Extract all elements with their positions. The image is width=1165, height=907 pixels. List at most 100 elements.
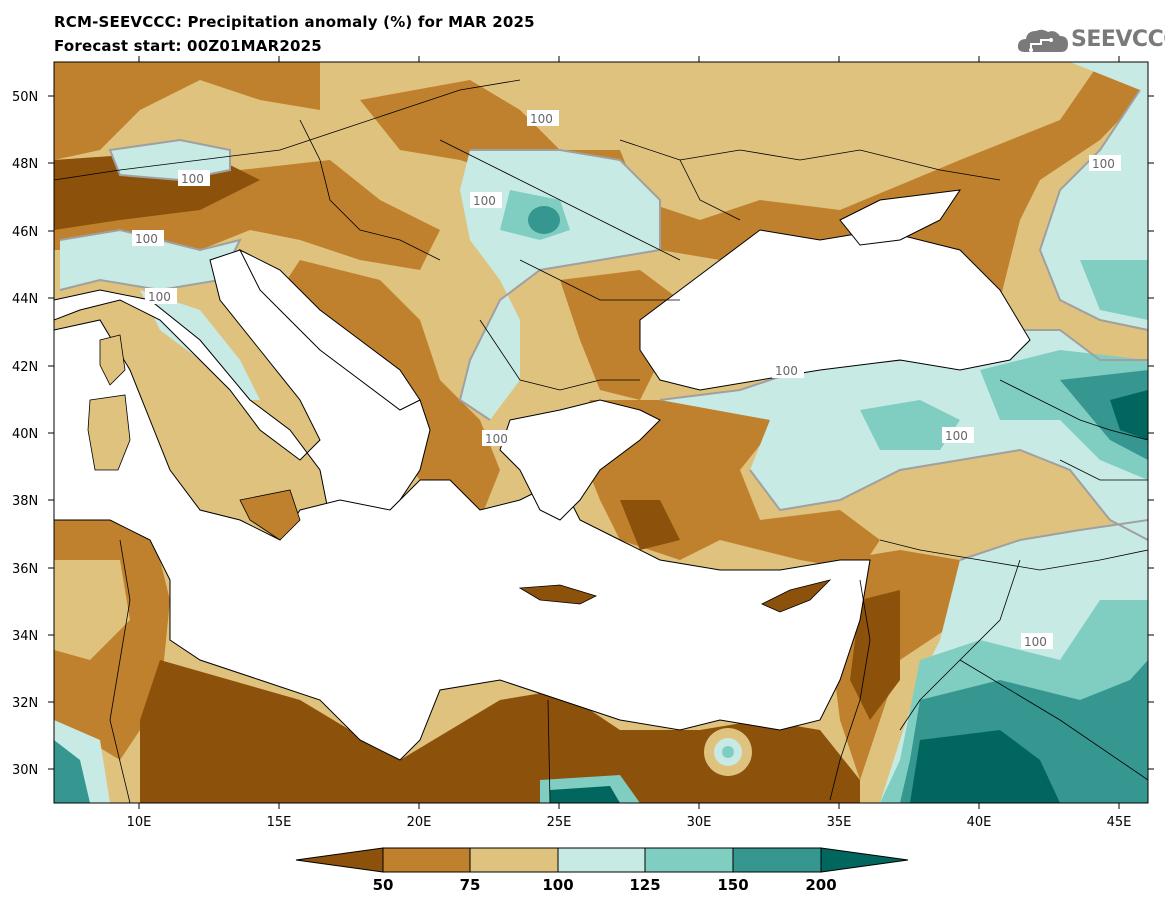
corsica-island <box>99 334 126 386</box>
svg-text:100: 100 <box>485 432 508 446</box>
lat-label-40n: 40N <box>12 427 38 442</box>
cyprus-island <box>761 579 832 613</box>
lat-label-38n: 38N <box>12 494 38 509</box>
contour-label-2: 100 <box>178 170 210 186</box>
border-5 <box>479 319 640 391</box>
contour-label-7: 100 <box>772 362 804 378</box>
longitude-ticks <box>138 56 1120 809</box>
contour-label-6: 100 <box>1089 155 1121 171</box>
country-borders <box>54 79 1148 803</box>
latitude-ticks <box>48 95 1154 770</box>
border-4 <box>519 259 680 301</box>
contour-label-4: 100 <box>132 230 164 246</box>
sea-areas <box>54 189 1031 761</box>
lon-label-20e: 20E <box>407 815 432 830</box>
colorbar-bin-4 <box>644 847 734 873</box>
field-wet-anatolia <box>860 400 960 450</box>
border-8 <box>879 539 1148 571</box>
contour-carpathians <box>458 149 661 421</box>
border-10 <box>829 579 871 801</box>
seevccc-logo: SEEVCCC <box>1017 24 1165 56</box>
border-7 <box>679 159 741 221</box>
sicily-island <box>239 489 301 541</box>
sardinia-island <box>87 394 131 471</box>
lon-label-40e: 40E <box>967 815 992 830</box>
lat-label-30n: 30N <box>12 763 38 778</box>
colorbar-bin-2 <box>469 847 559 873</box>
svg-text:100: 100 <box>181 172 204 186</box>
lat-label-42n: 42N <box>12 360 38 375</box>
sea-of-azov <box>839 189 962 246</box>
field-dry-bulgaria <box>560 270 680 400</box>
lat-label-32n: 32N <box>12 696 38 711</box>
field-very-wet-libya-west <box>54 740 90 803</box>
border-2 <box>299 119 441 261</box>
field-very-dry-levant <box>850 590 900 720</box>
colorbar-label-100: 100 <box>542 876 573 894</box>
colorbar-label-200: 200 <box>805 876 836 894</box>
contour-label-9: 100 <box>1021 633 1053 649</box>
colorbar-label-50: 50 <box>373 876 394 894</box>
lon-label-25e: 25E <box>547 815 572 830</box>
contour-alps <box>108 138 231 182</box>
svg-text:100: 100 <box>473 194 496 208</box>
islands <box>87 334 832 613</box>
field-slightly-dry-tunisia <box>54 560 130 660</box>
field-very-wet-transylvania <box>528 206 560 234</box>
contour-label-8: 100 <box>942 427 974 443</box>
contour-anatolia-south <box>749 448 1148 541</box>
contour-mesopotamia <box>959 519 1148 561</box>
field-very-dry-anatolia <box>620 500 680 550</box>
contour-label-10: 100 <box>482 430 514 446</box>
lon-label-10e: 10E <box>127 815 152 830</box>
field-wet-nile <box>722 746 734 758</box>
field-very-wet-caucasus <box>1060 370 1148 460</box>
colorbar-arrow-low <box>295 847 384 873</box>
border-14 <box>999 379 1148 441</box>
lat-label-48n: 48N <box>12 157 38 172</box>
latitude-axis: 50N 48N 46N 44N 42N 40N 38N 36N 34N 32N … <box>12 90 1154 778</box>
black-sea <box>639 229 1031 391</box>
colorbar-bin-3 <box>557 847 646 873</box>
svg-text:100: 100 <box>775 364 798 378</box>
lat-label-50n: 50N <box>12 90 38 105</box>
colorbar-label-150: 150 <box>717 876 748 894</box>
forecast-start-subtitle: Forecast start: 00Z01MAR2025 <box>54 37 322 55</box>
contour-label-3: 100 <box>470 192 502 208</box>
svg-text:100: 100 <box>1092 157 1115 171</box>
border-13 <box>547 699 551 803</box>
svg-text:100: 100 <box>945 429 968 443</box>
border-15 <box>1059 459 1148 481</box>
lon-label-45e: 45E <box>1107 815 1132 830</box>
svg-text:100: 100 <box>148 290 171 304</box>
lat-label-34n: 34N <box>12 629 38 644</box>
field-slightly-wet-italy-north <box>60 230 240 290</box>
colorbar-bin-5 <box>732 847 822 873</box>
field-extreme-wet-arabia <box>910 730 1060 803</box>
field-wet-volga <box>1080 260 1148 320</box>
colorbar-label-125: 125 <box>629 876 660 894</box>
svg-text:100: 100 <box>530 112 553 126</box>
border-11 <box>959 659 1148 781</box>
colorbar-arrow-high <box>820 847 909 873</box>
lon-label-35e: 35E <box>827 815 852 830</box>
colorbar-bin-1 <box>382 847 471 873</box>
svg-text:100: 100 <box>135 232 158 246</box>
aegean-sea <box>499 399 661 521</box>
field-extreme-wet-caucasus <box>1110 390 1148 440</box>
contour-label-group: 100 100 100 100 100 100 100 100 100 100 <box>132 110 1121 649</box>
logo-text: SEEVCCC <box>1071 27 1165 52</box>
lat-label-46n: 46N <box>12 225 38 240</box>
svg-text:100: 100 <box>1024 635 1047 649</box>
lat-label-44n: 44N <box>12 292 38 307</box>
adriatic-sea <box>238 248 421 411</box>
field-extreme-wet-egypt <box>550 786 620 803</box>
field-dry-alps <box>54 62 320 160</box>
field-slightly-dry-ukraine <box>860 62 1060 130</box>
contour-label-1: 100 <box>527 110 559 126</box>
longitude-axis: 10E 15E 20E 25E 30E 35E 40E 45E <box>127 56 1132 830</box>
lon-label-30e: 30E <box>687 815 712 830</box>
field-very-dry-libya-egypt <box>140 660 860 803</box>
colorbar: 50 75 100 125 150 200 <box>295 847 909 894</box>
